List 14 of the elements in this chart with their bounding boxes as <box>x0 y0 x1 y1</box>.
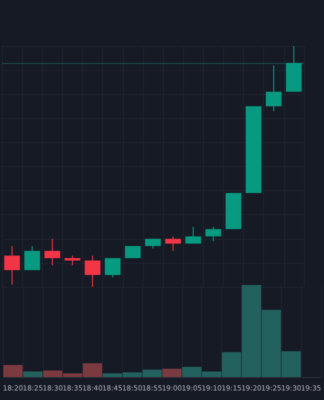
bar <box>3 365 23 377</box>
candlestick <box>4 246 20 286</box>
candlestick <box>205 226 222 242</box>
candlestick <box>44 238 60 266</box>
candlestick <box>185 226 202 244</box>
bar <box>23 371 42 377</box>
bar <box>162 368 182 377</box>
candlestick <box>104 258 121 278</box>
candlestick <box>84 255 100 288</box>
candlestick <box>124 246 141 259</box>
candlestick <box>24 246 40 271</box>
candlestick <box>266 64 282 112</box>
candlestick <box>64 255 80 266</box>
candlestick <box>165 236 181 252</box>
